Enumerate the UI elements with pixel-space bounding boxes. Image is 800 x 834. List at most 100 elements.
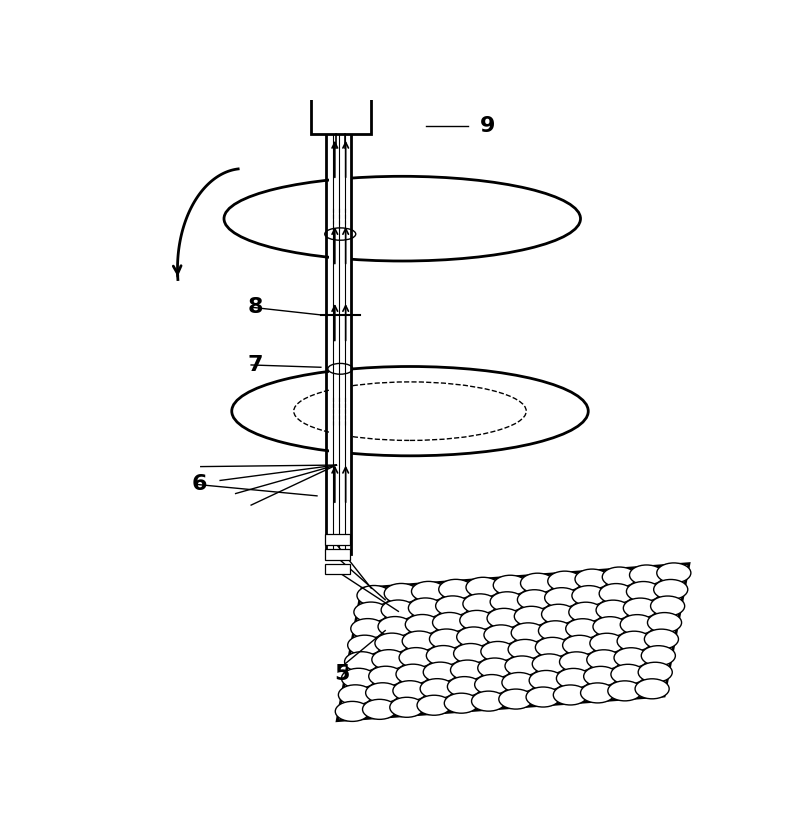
Text: 5: 5 [334,665,350,685]
Ellipse shape [466,577,500,597]
Ellipse shape [638,662,672,682]
Ellipse shape [521,573,554,593]
Ellipse shape [484,625,518,645]
Ellipse shape [490,592,524,612]
Ellipse shape [581,683,614,703]
Ellipse shape [494,575,527,595]
Ellipse shape [444,693,478,713]
Ellipse shape [599,584,634,604]
FancyBboxPatch shape [325,535,350,545]
Ellipse shape [518,590,551,610]
Ellipse shape [457,627,490,647]
Ellipse shape [575,569,609,589]
Ellipse shape [623,598,658,618]
Ellipse shape [586,650,621,670]
Ellipse shape [566,619,600,639]
Ellipse shape [345,651,378,671]
Ellipse shape [408,598,442,618]
Ellipse shape [630,565,664,585]
Ellipse shape [554,685,587,705]
Ellipse shape [426,646,461,666]
Ellipse shape [433,612,466,632]
Text: 8: 8 [247,297,262,317]
Ellipse shape [562,636,597,656]
Text: 6: 6 [191,475,207,495]
FancyBboxPatch shape [310,86,371,134]
FancyBboxPatch shape [325,564,350,575]
Ellipse shape [505,656,539,676]
Text: 9: 9 [480,116,495,136]
Ellipse shape [514,606,549,626]
Ellipse shape [557,668,590,688]
Ellipse shape [644,629,678,649]
Ellipse shape [430,629,463,649]
Ellipse shape [406,615,439,635]
Ellipse shape [650,596,685,616]
Ellipse shape [369,666,403,686]
Ellipse shape [463,594,497,614]
Ellipse shape [654,580,688,600]
Ellipse shape [350,619,385,639]
Ellipse shape [572,585,606,605]
Ellipse shape [532,654,566,674]
Ellipse shape [596,600,630,620]
Text: 7: 7 [247,355,262,375]
FancyBboxPatch shape [325,549,350,560]
Ellipse shape [545,588,578,608]
Ellipse shape [471,691,506,711]
Ellipse shape [535,637,570,657]
Ellipse shape [642,646,675,666]
Ellipse shape [559,652,594,672]
Ellipse shape [584,666,618,686]
Ellipse shape [362,700,397,720]
Ellipse shape [617,631,651,651]
Ellipse shape [335,701,370,721]
Ellipse shape [499,689,533,709]
Ellipse shape [478,658,512,678]
Ellipse shape [348,636,382,656]
Ellipse shape [502,672,536,692]
Ellipse shape [454,644,488,664]
Ellipse shape [357,585,391,605]
Ellipse shape [593,616,627,636]
Ellipse shape [626,581,661,601]
Ellipse shape [569,602,603,622]
Ellipse shape [436,596,470,616]
Ellipse shape [402,631,436,651]
Ellipse shape [538,620,573,641]
Ellipse shape [511,623,546,643]
Ellipse shape [548,571,582,591]
Ellipse shape [420,679,454,699]
Ellipse shape [381,600,415,620]
Ellipse shape [375,633,409,653]
Ellipse shape [393,681,427,701]
Ellipse shape [399,648,433,668]
Ellipse shape [474,675,509,695]
Ellipse shape [620,615,654,635]
Ellipse shape [481,641,515,661]
Ellipse shape [366,683,400,703]
Ellipse shape [338,685,373,705]
Ellipse shape [378,616,412,636]
Ellipse shape [417,696,451,716]
Ellipse shape [602,567,636,587]
Ellipse shape [423,662,458,682]
Ellipse shape [526,687,560,707]
Ellipse shape [354,602,388,622]
Ellipse shape [657,563,691,583]
Ellipse shape [447,676,482,696]
Polygon shape [330,134,351,554]
Ellipse shape [396,664,430,684]
Ellipse shape [647,613,682,633]
Ellipse shape [529,671,563,691]
Ellipse shape [635,679,669,699]
Ellipse shape [487,608,521,628]
Ellipse shape [508,640,542,660]
Polygon shape [337,564,689,721]
Ellipse shape [590,633,624,653]
Ellipse shape [411,581,446,601]
Ellipse shape [608,681,642,701]
Ellipse shape [460,610,494,631]
Ellipse shape [542,605,576,625]
Ellipse shape [372,650,406,670]
